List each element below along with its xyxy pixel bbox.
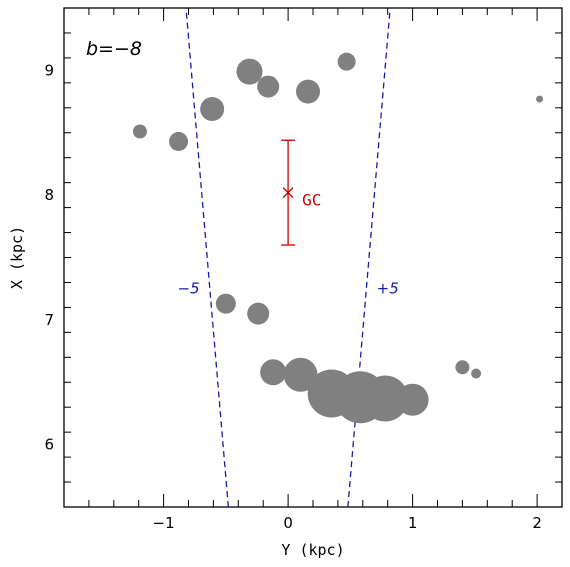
x-tick-label: 2 (532, 514, 542, 532)
gc-cross-mark (282, 187, 294, 199)
data-points (132, 52, 544, 424)
x-axis-label: Y (kpc) (281, 541, 344, 559)
data-point (247, 302, 270, 325)
boundary-line-label: −5 (177, 280, 199, 298)
x-tick-label: 1 (408, 514, 418, 532)
data-point (471, 368, 482, 379)
y-tick-label: 8 (44, 186, 54, 204)
data-point (536, 95, 544, 103)
data-point (200, 97, 225, 122)
data-point (257, 75, 280, 98)
y-tick-label: 9 (44, 61, 54, 79)
boundary-line-label: +5 (377, 280, 399, 298)
axis-ticks (63, 7, 563, 508)
panel-label: b=−8 (86, 38, 142, 60)
gc-marker: GC (281, 139, 321, 246)
data-point (236, 58, 263, 85)
x-tick-label: −1 (153, 514, 175, 532)
y-tick-label: 7 (44, 311, 54, 329)
x-tick-label: 0 (283, 514, 293, 532)
y-axis-label: X (kpc) (8, 226, 26, 289)
data-point (215, 293, 236, 314)
data-point (296, 79, 321, 104)
gc-label: GC (302, 191, 321, 210)
boundary-line (185, 7, 229, 508)
data-point (260, 359, 287, 386)
data-point (396, 383, 429, 416)
data-point (362, 375, 409, 422)
x-tick-labels: −1 0 1 2 (153, 514, 542, 532)
data-point (283, 357, 318, 392)
data-point (337, 52, 356, 71)
data-point (455, 360, 470, 375)
y-tick-label: 6 (44, 436, 54, 454)
data-point (169, 131, 189, 151)
boundary-lines: −5 +5 (177, 7, 399, 508)
data-point (132, 124, 147, 139)
boundary-line (347, 7, 391, 508)
y-tick-labels: 6 7 8 9 (44, 61, 54, 453)
